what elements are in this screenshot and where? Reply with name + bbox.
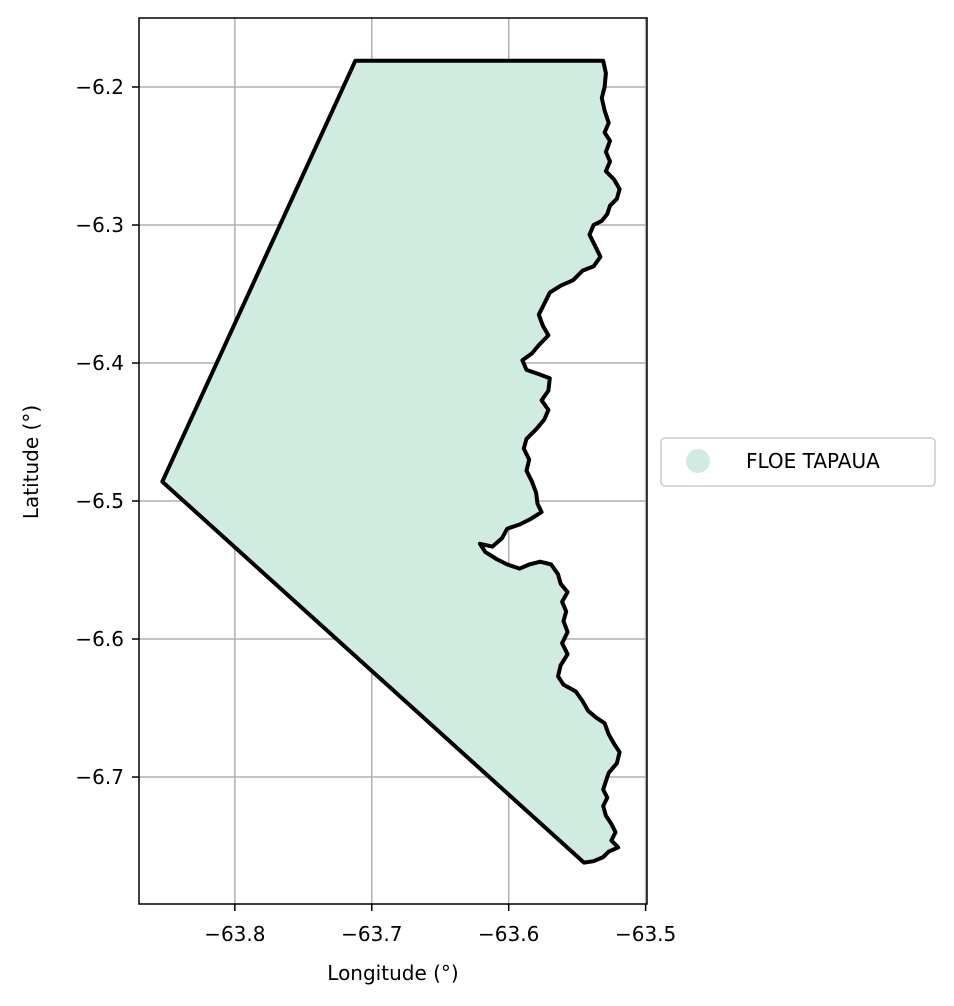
y-axis-label: Latitude (°) — [19, 405, 43, 519]
y-tick-label: −6.4 — [75, 351, 124, 375]
legend-swatch-floe-tapaua — [686, 449, 710, 473]
x-tick-label: −63.6 — [478, 922, 539, 946]
x-tick-label: −63.8 — [204, 922, 265, 946]
legend: FLOE TAPAUA — [660, 437, 936, 487]
legend-box — [660, 437, 936, 487]
y-tick-label: −6.2 — [75, 75, 124, 99]
x-tick-label: −63.5 — [615, 922, 676, 946]
plot-frame — [138, 17, 648, 905]
axis-ticks: −63.8 −63.7 −63.6 −63.5 −6.2 −6.3 −6.4 −6.5 −6.6… — [75, 75, 676, 946]
x-tick-label: −63.7 — [341, 922, 402, 946]
x-axis-label: Longitude (°) — [327, 961, 458, 985]
region-floe-tapaua — [160, 58, 622, 865]
y-tick-label: −6.5 — [75, 489, 124, 513]
y-tick-label: −6.3 — [75, 213, 124, 237]
y-tick-label: −6.7 — [75, 765, 124, 789]
legend-label-floe-tapaua: FLOE TAPAUA — [746, 449, 880, 473]
y-tick-label: −6.6 — [75, 627, 124, 651]
map-regions — [160, 58, 622, 865]
